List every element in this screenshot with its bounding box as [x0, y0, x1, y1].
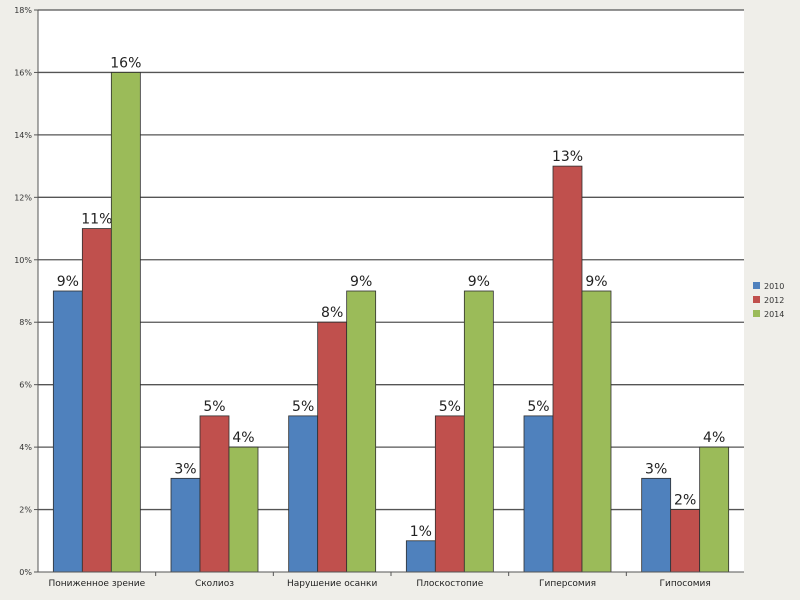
legend-label: 2012 [764, 296, 784, 305]
bar-2010 [641, 477, 672, 573]
x-category-label: Сколиоз [195, 579, 234, 589]
x-category-label: Нарушение осанки [287, 579, 378, 589]
y-tick-label: 8% [19, 318, 32, 327]
data-label: 13% [552, 149, 583, 165]
gridlines [38, 9, 744, 511]
bar-2012 [670, 509, 701, 573]
x-category-label: Плоскостопие [416, 579, 483, 589]
plot-area [38, 10, 744, 572]
y-tick-label: 18% [14, 6, 32, 15]
bar-2010 [405, 540, 436, 573]
bar-2012 [317, 321, 348, 573]
data-label: 11% [81, 212, 112, 228]
y-axis-ticks: 0% 2% 4% 6% 8% 10% 12% 14% 16% 18% [14, 6, 38, 577]
bar-2014 [110, 72, 141, 573]
y-tick-label: 2% [19, 506, 32, 515]
x-category-label: Пониженное зрение [49, 579, 146, 589]
data-label: 5% [527, 399, 549, 415]
bar-2012 [199, 415, 230, 573]
x-category-label: Гиперсомия [539, 579, 596, 589]
y-tick-label: 10% [14, 256, 32, 265]
bar-2014 [228, 446, 259, 573]
data-label: 5% [292, 399, 314, 415]
data-label: 4% [232, 430, 254, 446]
x-category-label: Гипосомия [660, 579, 711, 589]
data-label: 5% [203, 399, 225, 415]
bar-2010 [170, 477, 201, 573]
data-label: 3% [174, 461, 196, 477]
legend-label: 2014 [764, 310, 784, 319]
data-label: 9% [468, 274, 490, 290]
y-tick-label: 4% [19, 443, 32, 452]
legend-swatch-2012 [753, 296, 760, 303]
data-label: 9% [350, 274, 372, 290]
y-tick-label: 6% [19, 381, 32, 390]
legend-swatch-2014 [753, 310, 760, 317]
data-label: 4% [703, 430, 725, 446]
data-label: 1% [410, 524, 432, 540]
data-label: 3% [645, 461, 667, 477]
data-label: 5% [439, 399, 461, 415]
data-label: 9% [57, 274, 79, 290]
legend-label: 2010 [764, 282, 784, 291]
bar-2010 [52, 290, 83, 573]
data-label: 9% [585, 274, 607, 290]
bar-2014 [346, 290, 377, 573]
bars [52, 72, 730, 573]
y-tick-label: 0% [19, 568, 32, 577]
data-label: 8% [321, 305, 343, 321]
legend: 2010 2012 2014 [753, 282, 784, 319]
bar-2010 [523, 415, 554, 573]
bar-2010 [288, 415, 319, 573]
data-label: 16% [110, 55, 141, 71]
bar-2014 [581, 290, 612, 573]
y-tick-label: 12% [14, 193, 32, 202]
bar-2014 [463, 290, 494, 573]
bar-2012 [81, 228, 112, 573]
bar-2012 [434, 415, 465, 573]
bar-2014 [699, 446, 730, 573]
legend-swatch-2010 [753, 282, 760, 289]
data-label: 2% [674, 493, 696, 509]
bar-2012 [552, 165, 583, 573]
y-tick-label: 16% [14, 68, 32, 77]
x-axis-categories: Пониженное зрение Сколиоз Нарушение осанки… [49, 572, 711, 589]
data-labels: 9% 11% 16% 3% 5% 4% 5% 8% 9% 1% 5% 9% 5% 13% 9% 3% 2% 4% [57, 55, 726, 539]
y-tick-label: 14% [14, 131, 32, 140]
